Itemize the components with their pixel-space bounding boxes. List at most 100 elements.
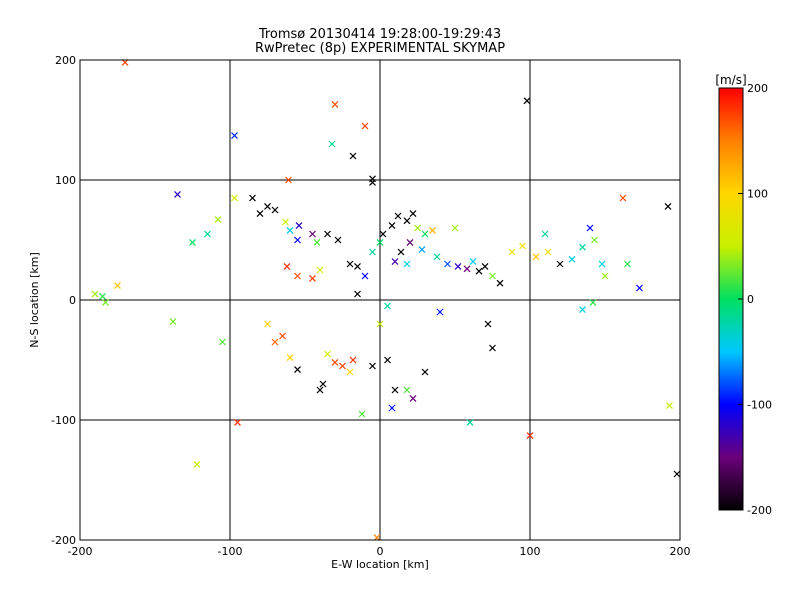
data-point-cross [624, 260, 631, 268]
cross-stroke [376, 238, 384, 246]
chart-title: Tromsø 20130414 19:28:00-19:29:43 [258, 27, 501, 42]
data-point-cross [174, 190, 181, 198]
data-point-cross [388, 222, 396, 230]
cross-stroke [169, 318, 177, 326]
cross-stroke [286, 354, 294, 362]
cross-stroke [489, 344, 496, 352]
y-tick-label: 200 [55, 54, 76, 67]
data-point-cross [286, 226, 294, 234]
cross-stroke [193, 460, 201, 468]
data-point-cross [354, 262, 361, 270]
data-point-cross [636, 284, 643, 292]
data-point-cross [354, 290, 361, 298]
cross-stroke [316, 266, 324, 274]
data-point-cross [286, 354, 294, 362]
data-point-cross [532, 253, 540, 261]
cross-stroke [313, 238, 321, 246]
cross-stroke [234, 418, 241, 426]
data-point-cross [489, 344, 496, 352]
cross-stroke [586, 224, 594, 232]
cross-stroke [271, 206, 279, 214]
cross-stroke [219, 338, 226, 346]
data-point-cross [454, 262, 462, 270]
cross-stroke [403, 386, 411, 394]
cross-stroke [601, 272, 609, 280]
cross-stroke [388, 404, 396, 412]
x-tick-label: 0 [377, 545, 384, 558]
y-tick-label: 100 [55, 174, 76, 187]
colorbar-ticks: 200 100 0 -100 -200 [738, 82, 772, 517]
cross-stroke [339, 362, 346, 370]
data-point-cross [523, 97, 531, 105]
data-point-cross [204, 230, 211, 238]
data-point-cross [282, 218, 289, 226]
data-point-cross [294, 236, 301, 244]
chart-subtitle: RwPretec (8p) EXPERIMENTAL SKYMAP [255, 41, 505, 56]
x-tick-label: -200 [68, 545, 93, 558]
cross-stroke [204, 230, 211, 238]
cross-stroke [433, 253, 441, 261]
data-point-cross [397, 248, 405, 256]
data-point-cross [219, 338, 226, 346]
data-point-cross [376, 320, 384, 328]
cross-stroke [376, 320, 384, 328]
data-point-cross [619, 194, 627, 202]
data-point-cross [331, 100, 339, 108]
data-point-cross [451, 224, 459, 232]
data-point-cross [403, 260, 411, 268]
cross-stroke [295, 222, 303, 230]
cross-stroke [174, 190, 181, 198]
x-tick-label: 200 [670, 545, 691, 558]
cross-stroke [249, 194, 256, 202]
x-axis-label: E-W location [km] [331, 558, 429, 571]
colorbar-label: [m/s] [715, 73, 746, 87]
cross-stroke [591, 236, 598, 244]
cross-stroke [369, 362, 376, 370]
cross-stroke [673, 470, 681, 478]
data-point-cross [384, 356, 391, 364]
cross-stroke [294, 236, 301, 244]
data-point-cross [313, 238, 321, 246]
data-point-cross [484, 320, 492, 328]
cross-stroke [489, 272, 496, 280]
data-point-cross [601, 272, 609, 280]
cross-stroke [189, 238, 196, 246]
cross-stroke [496, 279, 504, 287]
cross-stroke [384, 356, 391, 364]
cross-stroke [354, 290, 361, 298]
cross-stroke [409, 210, 417, 218]
cross-stroke [519, 242, 526, 250]
data-point-cross [384, 302, 391, 310]
data-point-cross [283, 262, 291, 270]
data-point-cross [294, 366, 301, 374]
cross-stroke [556, 260, 564, 268]
cross-stroke [444, 260, 451, 268]
data-point-cross [433, 253, 441, 261]
data-point-cross [391, 258, 399, 266]
cross-stroke [406, 238, 414, 246]
data-point-cross [394, 212, 402, 220]
data-point-cross [358, 410, 366, 418]
scatter-points [91, 58, 681, 542]
data-point-cross [271, 206, 279, 214]
cross-stroke [334, 236, 342, 244]
colorbar-tick-label: 200 [747, 82, 768, 95]
data-point-cross [541, 230, 549, 238]
data-point-cross [469, 258, 477, 266]
data-point-cross [319, 380, 327, 388]
data-point-cross [193, 460, 201, 468]
cross-stroke [414, 224, 421, 232]
cross-stroke [309, 230, 316, 238]
data-point-cross [591, 236, 598, 244]
cross-stroke [624, 260, 631, 268]
data-point-cross [481, 262, 489, 270]
data-point-cross [334, 236, 342, 244]
data-point-cross [376, 238, 384, 246]
cross-stroke [579, 243, 586, 251]
data-point-cross [475, 267, 483, 275]
cross-stroke [568, 255, 576, 263]
data-point-cross [249, 194, 256, 202]
cross-stroke [508, 248, 516, 256]
cross-stroke [349, 356, 357, 364]
cross-stroke [346, 368, 354, 376]
